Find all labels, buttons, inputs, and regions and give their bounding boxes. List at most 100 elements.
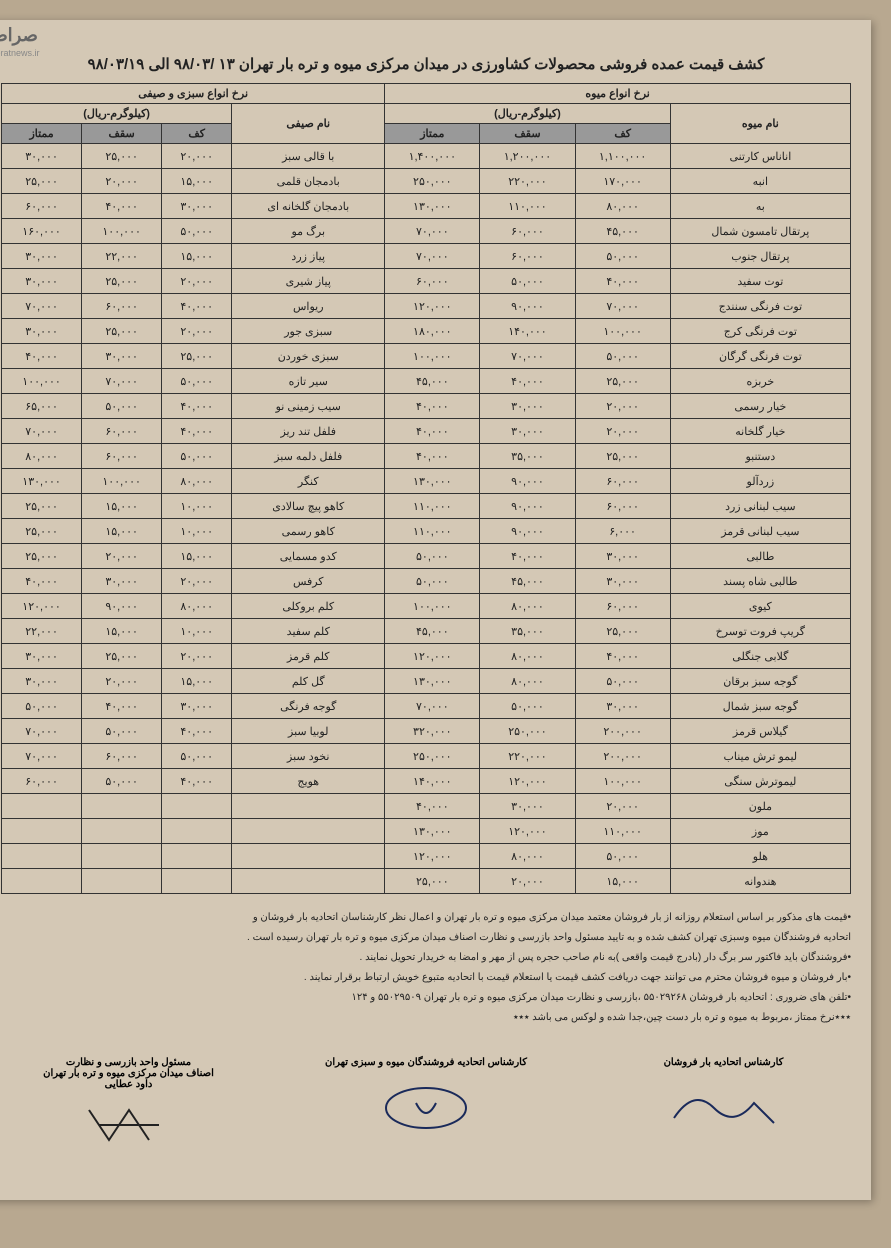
fruit-momtaz: ۵۰,۰۰۰ xyxy=(385,569,480,594)
veg-kaf xyxy=(162,869,232,894)
veg-saghf: ۲۰,۰۰۰ xyxy=(82,169,162,194)
veg-kaf xyxy=(162,819,232,844)
veg-momtaz: ۲۵,۰۰۰ xyxy=(2,519,82,544)
veg-kaf: ۸۰,۰۰۰ xyxy=(162,469,232,494)
veg-momtaz: ۳۰,۰۰۰ xyxy=(2,244,82,269)
table-row: سیب لبنانی قرمز۶,۰۰۰۹۰,۰۰۰۱۱۰,۰۰۰کاهو رس… xyxy=(2,519,851,544)
fruit-saghf: ۵۰,۰۰۰ xyxy=(480,269,575,294)
fruit-kaf: ۴۵,۰۰۰ xyxy=(575,219,670,244)
fruit-momtaz: ۱۲۰,۰۰۰ xyxy=(385,644,480,669)
veg-momtaz: ۷۰,۰۰۰ xyxy=(2,294,82,319)
fruit-kaf: ۶,۰۰۰ xyxy=(575,519,670,544)
veg-momtaz: ۷۰,۰۰۰ xyxy=(2,419,82,444)
veg-kaf xyxy=(162,844,232,869)
fruit-kaf: ۱۰۰,۰۰۰ xyxy=(575,319,670,344)
veg-saghf: ۴۰,۰۰۰ xyxy=(82,194,162,219)
note-line: •فروشندگان باید فاکتور سر برگ دار (بادرج… xyxy=(1,949,851,967)
price-table: نرخ انواع میوه نرخ انواع سبزی و صیفی نام… xyxy=(1,83,851,894)
fruit-saghf: ۸۰,۰۰۰ xyxy=(480,844,575,869)
veg-kaf: ۱۵,۰۰۰ xyxy=(162,544,232,569)
fruit-name: لیمو ترش میناب xyxy=(670,744,850,769)
veg-kaf: ۴۰,۰۰۰ xyxy=(162,769,232,794)
veg-name: بادمجان گلخانه ای xyxy=(232,194,385,219)
veg-saghf: ۱۰۰,۰۰۰ xyxy=(82,219,162,244)
table-row: گوجه سبز شمال۳۰,۰۰۰۵۰,۰۰۰۷۰,۰۰۰گوجه فرنگ… xyxy=(2,694,851,719)
signature-mark-3 xyxy=(1,1100,256,1160)
veg-momtaz: ۶۰,۰۰۰ xyxy=(2,194,82,219)
veg-momtaz: ۳۰,۰۰۰ xyxy=(2,319,82,344)
table-row: به۸۰,۰۰۰۱۱۰,۰۰۰۱۳۰,۰۰۰بادمجان گلخانه ای۳… xyxy=(2,194,851,219)
fruit-momtaz: ۱۳۰,۰۰۰ xyxy=(385,469,480,494)
fruit-name: هلو xyxy=(670,844,850,869)
veg-momtaz: ۸۰,۰۰۰ xyxy=(2,444,82,469)
fruit-kaf: ۲۰۰,۰۰۰ xyxy=(575,744,670,769)
veg-name: نخود سبز xyxy=(232,744,385,769)
sig3-title2: اصناف میدان مرکزی میوه و تره بار تهران xyxy=(1,1068,256,1079)
fruit-name: توت فرنگی سنندج xyxy=(670,294,850,319)
col-fruit-name: نام میوه xyxy=(670,104,850,144)
sig3-name: داود عطایی xyxy=(1,1079,256,1090)
veg-name xyxy=(232,819,385,844)
fruit-saghf: ۵۰,۰۰۰ xyxy=(480,694,575,719)
veg-kaf: ۲۰,۰۰۰ xyxy=(162,569,232,594)
fruit-saghf: ۹۰,۰۰۰ xyxy=(480,294,575,319)
signatures-row: کارشناس اتحادیه بار فروشان کارشناس اتحاد… xyxy=(1,1057,851,1160)
veg-saghf: ۲۰,۰۰۰ xyxy=(82,669,162,694)
table-row: خیار رسمی۲۰,۰۰۰۳۰,۰۰۰۴۰,۰۰۰سیب زمینی نو۴… xyxy=(2,394,851,419)
fruit-momtaz: ۲۵۰,۰۰۰ xyxy=(385,169,480,194)
veg-name: فلفل دلمه سبز xyxy=(232,444,385,469)
fruit-name: گریپ فروت توسرخ xyxy=(670,619,850,644)
fruit-name: دستنبو xyxy=(670,444,850,469)
veg-momtaz: ۲۵,۰۰۰ xyxy=(2,494,82,519)
veg-kaf: ۲۰,۰۰۰ xyxy=(162,144,232,169)
table-row: خربزه۲۵,۰۰۰۴۰,۰۰۰۴۵,۰۰۰سیر تازه۵۰,۰۰۰۷۰,… xyxy=(2,369,851,394)
veg-momtaz: ۷۰,۰۰۰ xyxy=(2,719,82,744)
veg-name: سبزی خوردن xyxy=(232,344,385,369)
fruit-saghf: ۲۵۰,۰۰۰ xyxy=(480,719,575,744)
notes-section: •قیمت های مذکور بر اساس استعلام روزانه ا… xyxy=(1,909,851,1027)
veg-name: کاهو رسمی xyxy=(232,519,385,544)
veg-momtaz: ۲۵,۰۰۰ xyxy=(2,169,82,194)
fruit-saghf: ۳۰,۰۰۰ xyxy=(480,794,575,819)
fruit-name: گلابی جنگلی xyxy=(670,644,850,669)
fruit-momtaz: ۴۵,۰۰۰ xyxy=(385,369,480,394)
fruit-kaf: ۲۰,۰۰۰ xyxy=(575,794,670,819)
veg-saghf: ۲۰,۰۰۰ xyxy=(82,544,162,569)
fruit-saghf: ۳۰,۰۰۰ xyxy=(480,419,575,444)
fruit-saghf: ۱۱۰,۰۰۰ xyxy=(480,194,575,219)
fruit-name: طالبی شاه پسند xyxy=(670,569,850,594)
veg-momtaz: ۳۰,۰۰۰ xyxy=(2,144,82,169)
veg-kaf: ۴۰,۰۰۰ xyxy=(162,419,232,444)
col-momtaz: ممتاز xyxy=(385,124,480,144)
veg-name: با قالی سبز xyxy=(232,144,385,169)
fruit-momtaz: ۱۳۰,۰۰۰ xyxy=(385,819,480,844)
section-veg-header: نرخ انواع سبزی و صیفی xyxy=(2,84,385,104)
veg-momtaz: ۵۰,۰۰۰ xyxy=(2,694,82,719)
veg-momtaz: ۱۰۰,۰۰۰ xyxy=(2,369,82,394)
veg-saghf: ۲۵,۰۰۰ xyxy=(82,269,162,294)
veg-saghf: ۶۰,۰۰۰ xyxy=(82,444,162,469)
signature-mark-1 xyxy=(596,1078,851,1138)
document-page: صراط seratnews.ir کشف قیمت عمده فروشی مح… xyxy=(0,20,871,1200)
veg-saghf: ۱۰۰,۰۰۰ xyxy=(82,469,162,494)
fruit-kaf: ۵۰,۰۰۰ xyxy=(575,344,670,369)
fruit-saghf: ۹۰,۰۰۰ xyxy=(480,494,575,519)
veg-name: برگ مو xyxy=(232,219,385,244)
fruit-saghf: ۱۲۰,۰۰۰ xyxy=(480,769,575,794)
fruit-kaf: ۳۰,۰۰۰ xyxy=(575,569,670,594)
sig1-title: کارشناس اتحادیه بار فروشان xyxy=(596,1057,851,1068)
fruit-momtaz: ۴۰,۰۰۰ xyxy=(385,394,480,419)
col-saghf: سقف xyxy=(82,124,162,144)
fruit-saghf: ۷۰,۰۰۰ xyxy=(480,344,575,369)
veg-name: هویج xyxy=(232,769,385,794)
note-line: •تلفن های ضروری : اتحادیه بار فروشان ۵۵۰… xyxy=(1,989,851,1007)
veg-saghf: ۵۰,۰۰۰ xyxy=(82,719,162,744)
veg-name: کلم قرمز xyxy=(232,644,385,669)
fruit-momtaz: ۱۳۰,۰۰۰ xyxy=(385,194,480,219)
fruit-saghf: ۳۵,۰۰۰ xyxy=(480,619,575,644)
table-row: موز۱۱۰,۰۰۰۱۲۰,۰۰۰۱۳۰,۰۰۰ xyxy=(2,819,851,844)
fruit-kaf: ۲۵,۰۰۰ xyxy=(575,619,670,644)
veg-kaf: ۲۰,۰۰۰ xyxy=(162,319,232,344)
veg-kaf: ۵۰,۰۰۰ xyxy=(162,219,232,244)
veg-saghf xyxy=(82,819,162,844)
